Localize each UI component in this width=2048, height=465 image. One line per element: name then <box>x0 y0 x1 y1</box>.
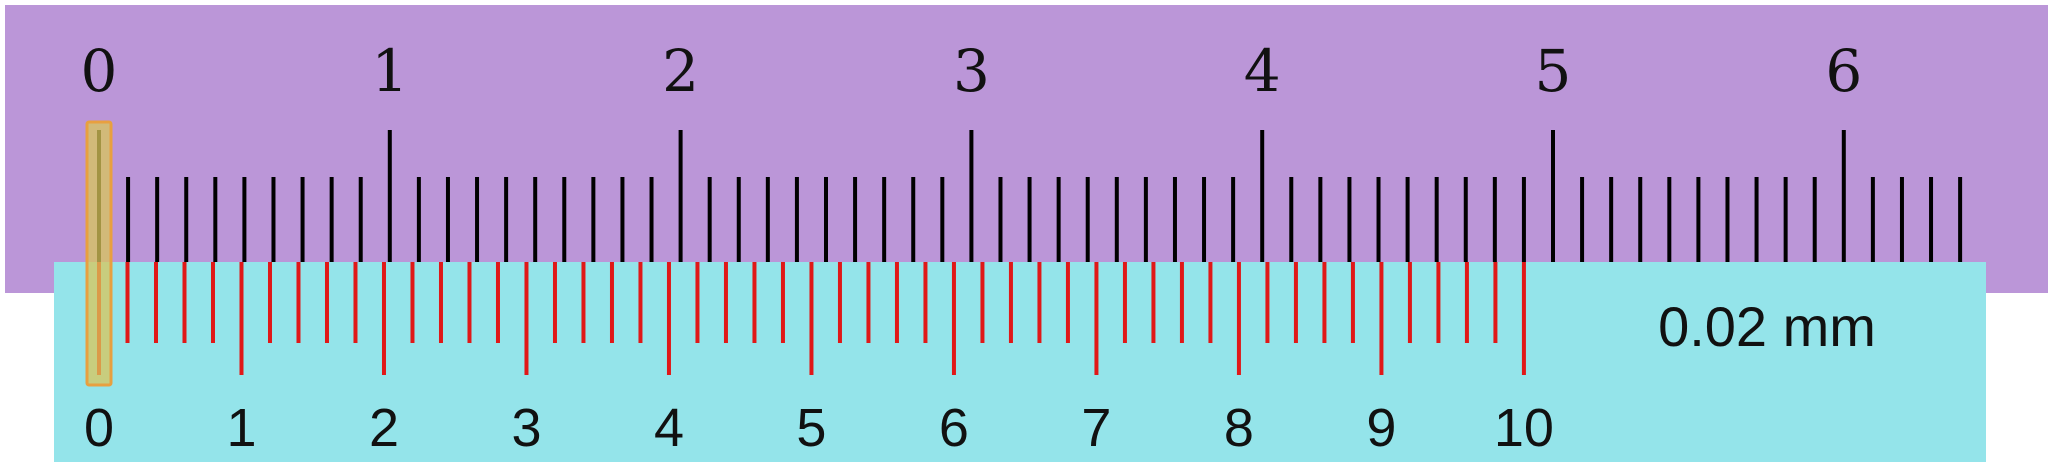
main-scale-label: 0 <box>81 37 118 105</box>
main-scale-label: 1 <box>371 37 408 105</box>
main-scale-label: 5 <box>1535 37 1572 105</box>
vernier-scale-label: 9 <box>1366 398 1396 458</box>
vernier-scale-label: 0 <box>84 398 114 458</box>
vernier-scale-label: 2 <box>369 398 399 458</box>
main-scale-label: 6 <box>1825 37 1862 105</box>
vernier-scale-label: 10 <box>1494 398 1554 458</box>
main-scale-label: 3 <box>953 37 990 105</box>
main-scale-ticks <box>97 130 1963 262</box>
main-scale-labels: 0 1 2 3 4 5 6 <box>81 37 1863 105</box>
vernier-scale-label: 1 <box>226 398 256 458</box>
vernier-scale-label: 3 <box>511 398 541 458</box>
main-scale-label: 4 <box>1244 37 1281 105</box>
vernier-scale-ticks <box>97 262 1526 375</box>
main-scale-background <box>5 5 2048 293</box>
vernier-scale-label: 6 <box>939 398 969 458</box>
vernier-resolution-label: 0.02 mm <box>1658 295 1876 358</box>
main-scale-label: 2 <box>662 37 699 105</box>
zero-alignment-highlight <box>85 120 113 387</box>
vernier-scale-labels: 0 1 2 3 4 5 6 7 8 9 10 <box>84 398 1554 458</box>
vernier-scale-background <box>54 262 1986 462</box>
vernier-scale-label: 8 <box>1224 398 1254 458</box>
vernier-scale-label: 5 <box>796 398 826 458</box>
vernier-scale-label: 7 <box>1081 398 1111 458</box>
vernier-scale-label: 4 <box>654 398 684 458</box>
